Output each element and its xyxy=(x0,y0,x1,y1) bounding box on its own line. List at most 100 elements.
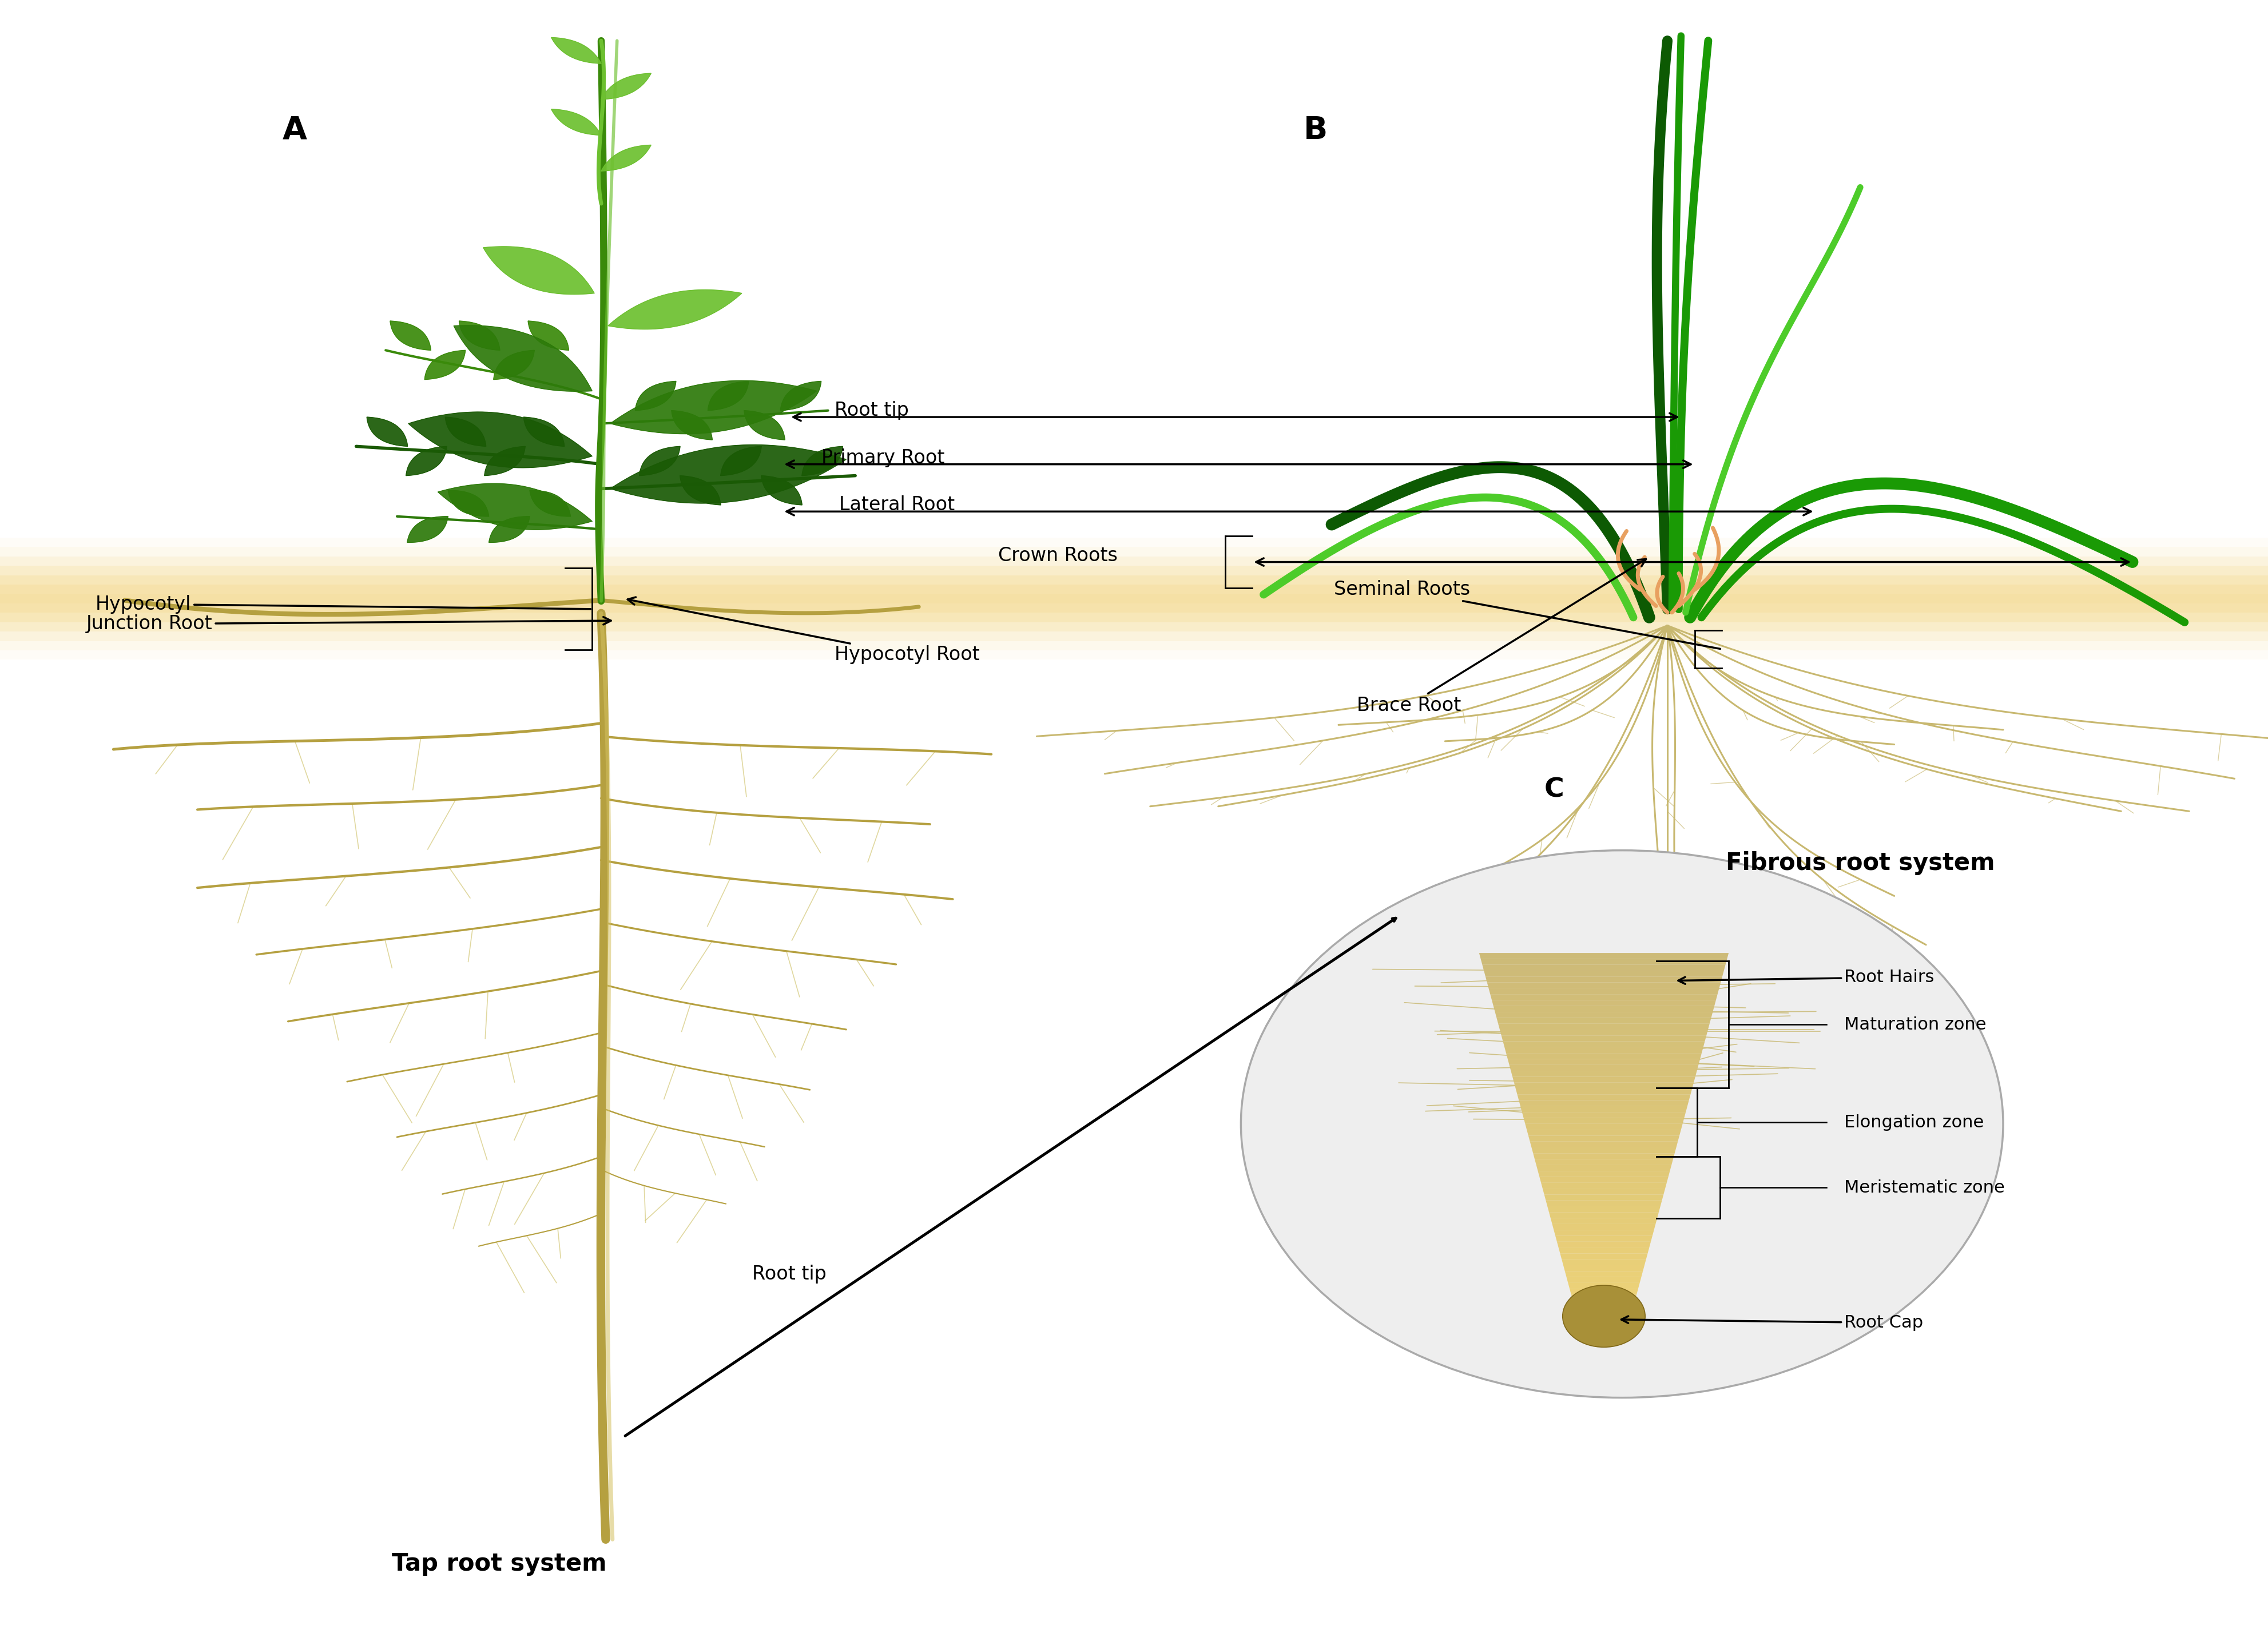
Polygon shape xyxy=(1540,1176,1667,1183)
Polygon shape xyxy=(1501,1041,1706,1047)
Polygon shape xyxy=(671,411,712,440)
Polygon shape xyxy=(390,321,431,350)
Text: Root Cap: Root Cap xyxy=(1622,1315,1923,1331)
Polygon shape xyxy=(1556,1241,1651,1248)
Polygon shape xyxy=(424,350,465,380)
Polygon shape xyxy=(531,490,572,516)
Bar xyxy=(0,547,2268,557)
Polygon shape xyxy=(1513,1077,1694,1083)
Polygon shape xyxy=(1567,1284,1640,1289)
Polygon shape xyxy=(454,326,592,391)
Polygon shape xyxy=(708,381,748,411)
Polygon shape xyxy=(1526,1131,1681,1135)
Polygon shape xyxy=(1520,1106,1687,1113)
Polygon shape xyxy=(1554,1230,1653,1236)
Text: Junction Root: Junction Root xyxy=(86,614,610,634)
Polygon shape xyxy=(494,350,535,380)
Polygon shape xyxy=(1538,1171,1669,1176)
Polygon shape xyxy=(1558,1248,1649,1253)
Polygon shape xyxy=(1565,1277,1640,1284)
Polygon shape xyxy=(721,446,762,476)
Polygon shape xyxy=(1492,1007,1715,1012)
Polygon shape xyxy=(640,446,680,476)
Polygon shape xyxy=(1481,959,1726,964)
Polygon shape xyxy=(1497,1018,1710,1023)
Polygon shape xyxy=(1533,1153,1674,1160)
Polygon shape xyxy=(1486,976,1721,982)
Text: C: C xyxy=(1545,777,1563,803)
Text: Meristematic zone: Meristematic zone xyxy=(1844,1179,2005,1196)
Polygon shape xyxy=(1515,1088,1692,1095)
Polygon shape xyxy=(1542,1189,1665,1194)
Polygon shape xyxy=(1513,1083,1694,1088)
Text: Hypocotyl: Hypocotyl xyxy=(95,595,590,614)
Bar xyxy=(0,632,2268,640)
Polygon shape xyxy=(1499,1030,1708,1036)
Text: B: B xyxy=(1304,116,1327,145)
Polygon shape xyxy=(601,73,651,99)
Polygon shape xyxy=(1492,1000,1715,1007)
Text: A: A xyxy=(284,116,306,145)
Polygon shape xyxy=(1520,1100,1687,1106)
Text: Root Hairs: Root Hairs xyxy=(1678,969,1935,986)
Polygon shape xyxy=(608,290,742,329)
Polygon shape xyxy=(635,381,676,411)
Text: Root tip: Root tip xyxy=(835,401,909,420)
Polygon shape xyxy=(680,476,721,505)
Polygon shape xyxy=(408,412,592,468)
Polygon shape xyxy=(1495,1012,1712,1018)
Bar xyxy=(0,575,2268,585)
Polygon shape xyxy=(1517,1095,1690,1100)
Polygon shape xyxy=(780,381,821,411)
Polygon shape xyxy=(1501,1036,1706,1041)
Polygon shape xyxy=(1490,994,1717,1000)
Polygon shape xyxy=(1540,1183,1667,1189)
Polygon shape xyxy=(1549,1212,1658,1218)
Text: Hypocotyl Root: Hypocotyl Root xyxy=(628,598,980,665)
Polygon shape xyxy=(490,516,531,542)
Polygon shape xyxy=(1529,1135,1678,1142)
Polygon shape xyxy=(1551,1223,1656,1230)
Polygon shape xyxy=(1569,1289,1637,1295)
Polygon shape xyxy=(438,484,592,529)
Polygon shape xyxy=(1529,1142,1678,1147)
Polygon shape xyxy=(1556,1236,1651,1241)
Polygon shape xyxy=(1506,1052,1701,1059)
Polygon shape xyxy=(1497,1023,1710,1030)
Polygon shape xyxy=(551,37,601,64)
Polygon shape xyxy=(1483,971,1724,976)
Polygon shape xyxy=(483,246,594,295)
Bar xyxy=(0,650,2268,660)
Polygon shape xyxy=(762,476,803,505)
Bar xyxy=(0,613,2268,622)
Polygon shape xyxy=(1547,1207,1660,1212)
Bar xyxy=(0,538,2268,547)
Polygon shape xyxy=(1563,1266,1644,1271)
Polygon shape xyxy=(449,490,490,516)
Polygon shape xyxy=(1565,1271,1642,1277)
Polygon shape xyxy=(528,321,569,350)
Polygon shape xyxy=(1508,1059,1699,1065)
Text: Elongation zone: Elongation zone xyxy=(1844,1114,1984,1131)
Polygon shape xyxy=(1545,1201,1662,1207)
Ellipse shape xyxy=(1563,1285,1644,1347)
Bar xyxy=(0,595,2268,603)
Text: Crown Roots: Crown Roots xyxy=(998,546,1118,565)
Text: Brace Root: Brace Root xyxy=(1356,559,1647,715)
Polygon shape xyxy=(1560,1253,1647,1259)
Polygon shape xyxy=(1572,1295,1635,1300)
Bar xyxy=(0,565,2268,575)
Text: Seminal Roots: Seminal Roots xyxy=(1334,580,1719,648)
Circle shape xyxy=(1241,850,2003,1398)
Polygon shape xyxy=(1533,1160,1672,1165)
Polygon shape xyxy=(1488,982,1719,989)
Text: Tap root system: Tap root system xyxy=(392,1552,606,1575)
Polygon shape xyxy=(1488,989,1719,994)
Polygon shape xyxy=(1504,1047,1703,1052)
Text: Maturation zone: Maturation zone xyxy=(1844,1016,1987,1033)
Bar xyxy=(0,622,2268,632)
Polygon shape xyxy=(445,417,485,446)
Polygon shape xyxy=(551,109,601,135)
Polygon shape xyxy=(408,516,449,542)
Polygon shape xyxy=(601,145,651,171)
